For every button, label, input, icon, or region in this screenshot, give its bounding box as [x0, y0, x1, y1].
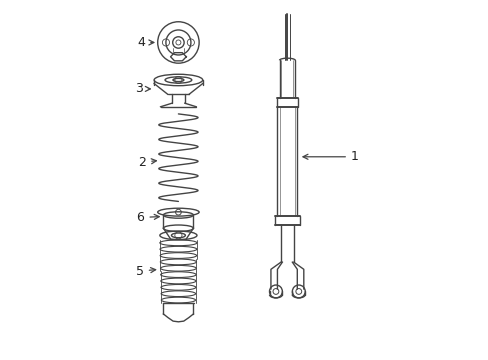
Text: 5: 5 [136, 265, 155, 278]
Text: 4: 4 [137, 36, 154, 49]
Text: 6: 6 [136, 211, 159, 224]
Text: 1: 1 [303, 150, 358, 163]
Text: 2: 2 [138, 156, 156, 168]
Text: 3: 3 [135, 82, 150, 95]
